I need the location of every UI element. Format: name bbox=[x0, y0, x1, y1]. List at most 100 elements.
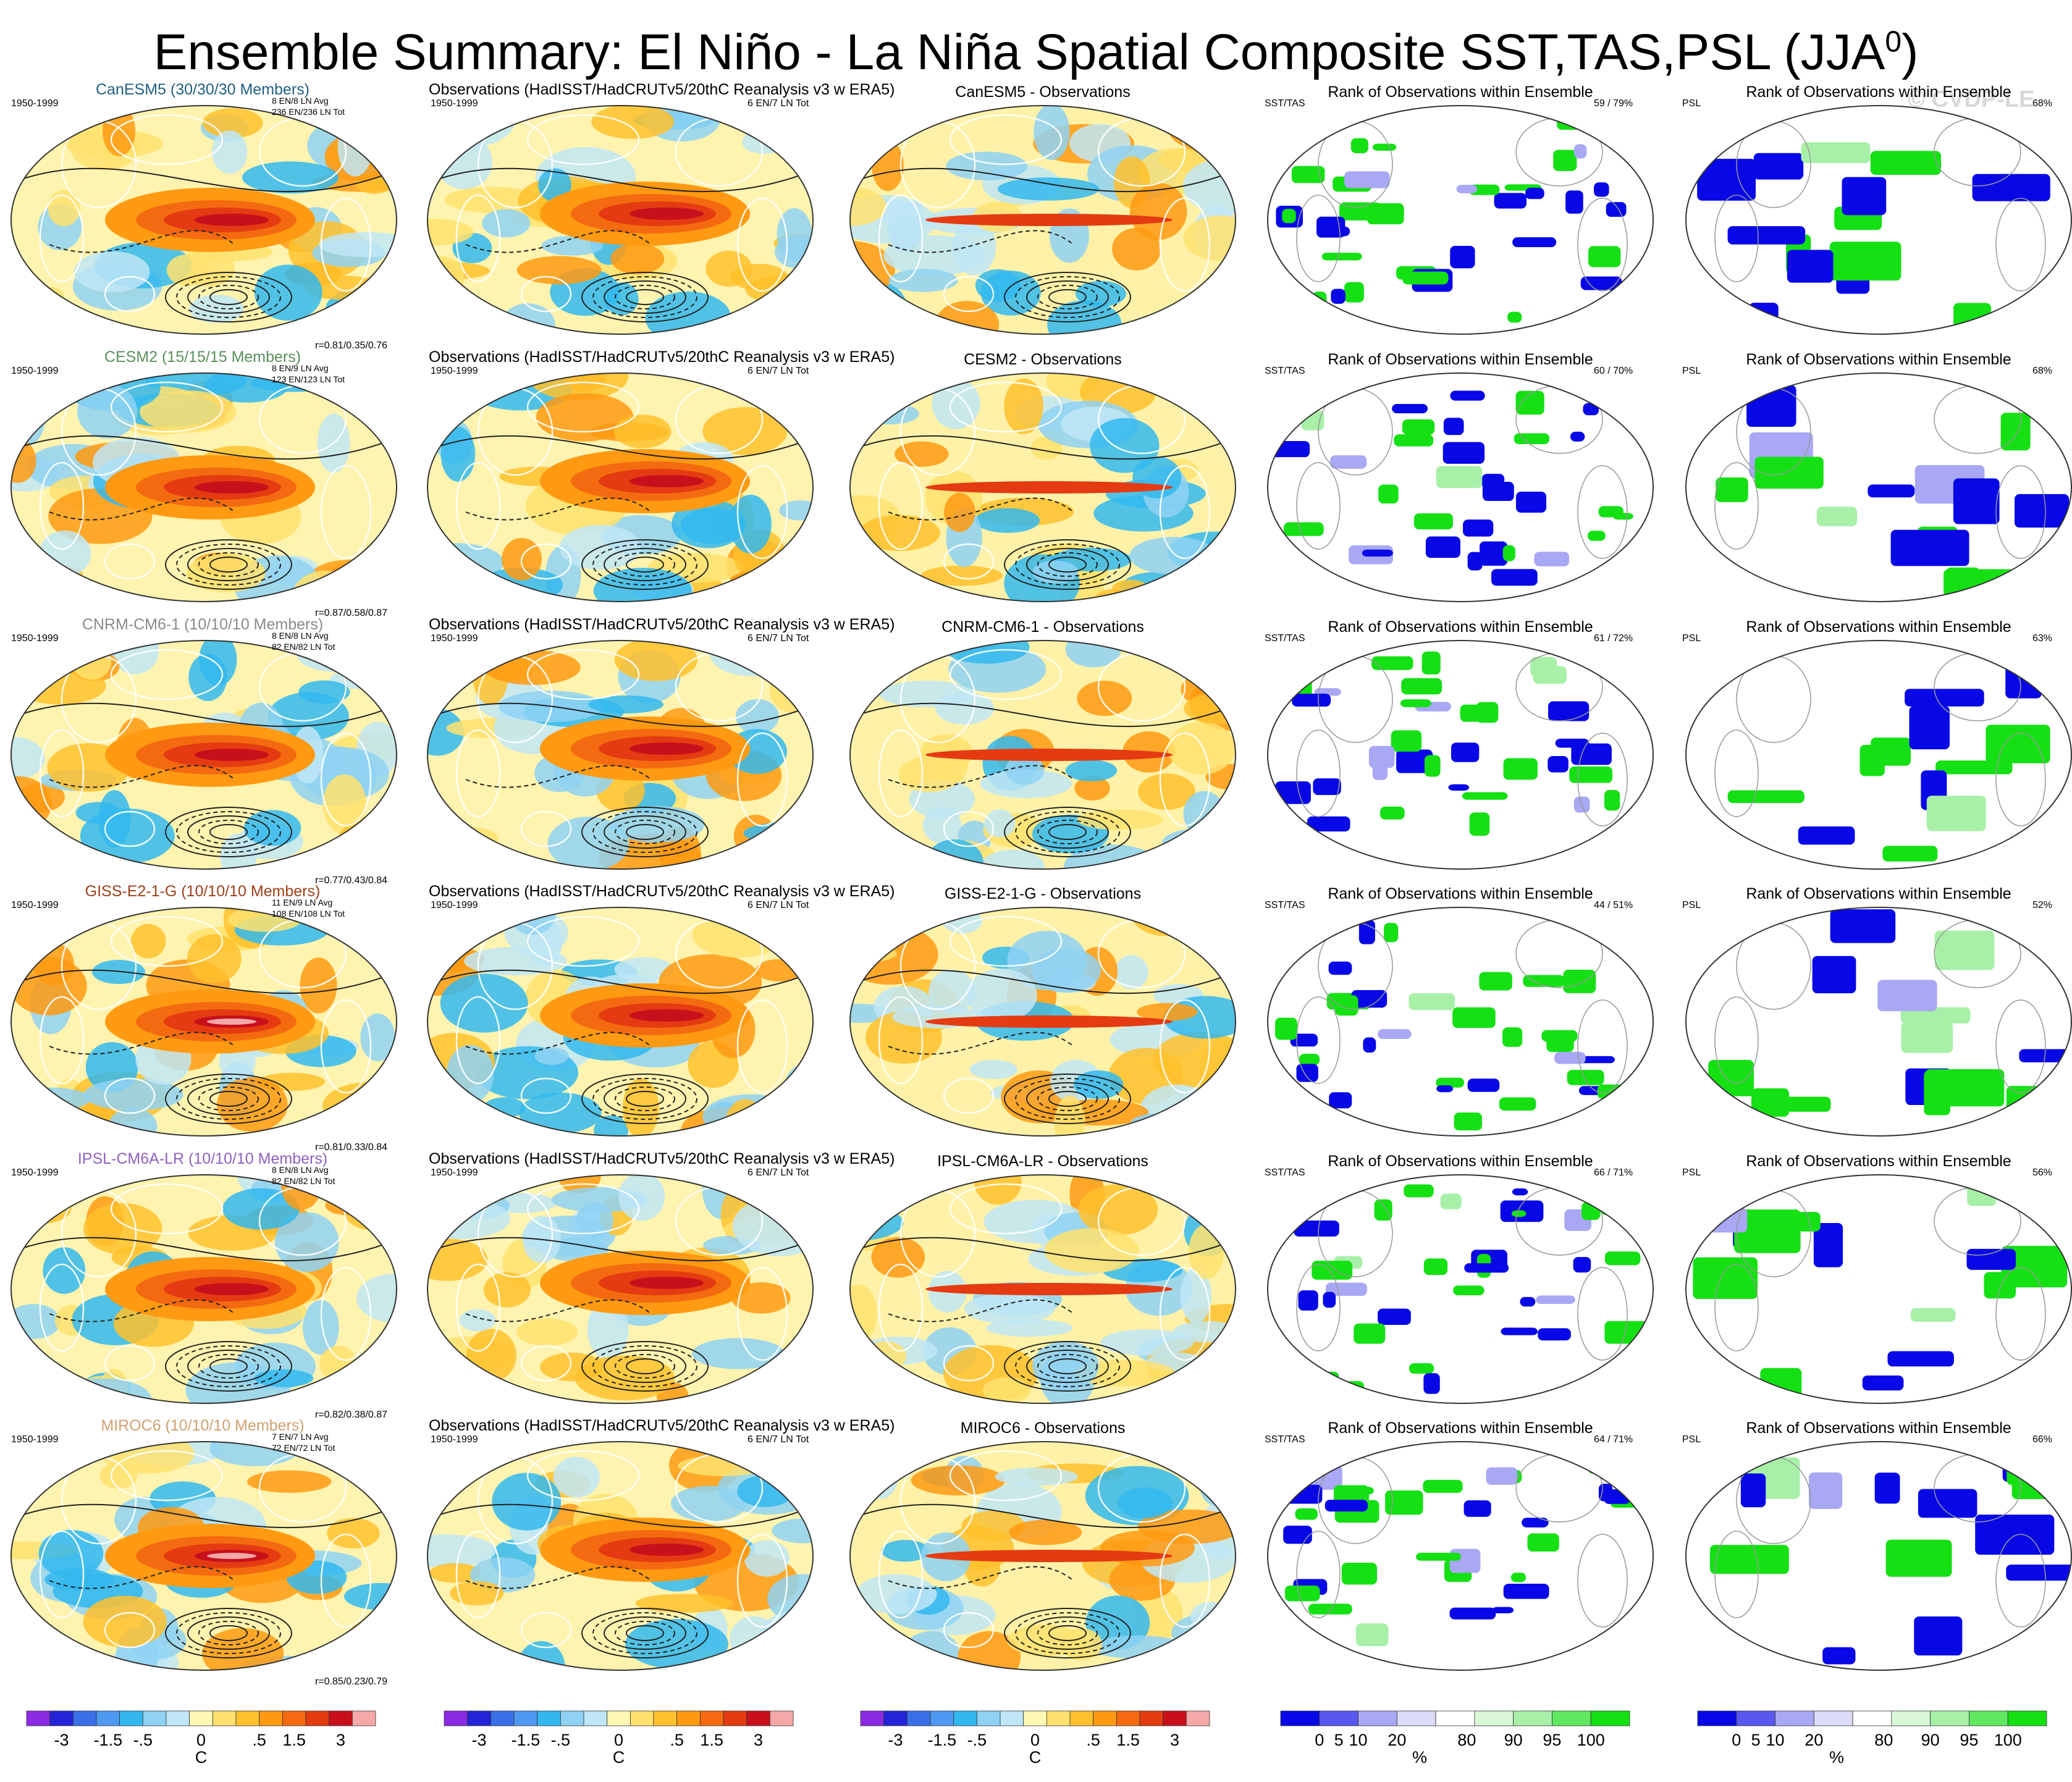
ensemble-total-count: 82 EN/82 LN Tot bbox=[272, 1176, 335, 1186]
model-title: IPSL-CM6A-LR (10/10/10 Members) bbox=[77, 1150, 328, 1167]
obs-title: Observations (HadISST/HadCRUTv5/20thC Re… bbox=[429, 1417, 895, 1434]
period-label: 1950-1999 bbox=[11, 98, 59, 109]
rank-colorbar-tick: 0 bbox=[1732, 1731, 1741, 1749]
sst-colorbar-tick: 3 bbox=[335, 1731, 346, 1749]
map-field bbox=[850, 106, 1236, 334]
rank-colorbar-swatch bbox=[1358, 1710, 1397, 1726]
map-field bbox=[11, 373, 397, 602]
sst-colorbar-swatch bbox=[49, 1710, 74, 1726]
rank-psl-title: Rank of Observations within Ensemble bbox=[1746, 885, 2011, 902]
map-field bbox=[850, 1442, 1236, 1670]
map-outline bbox=[1685, 372, 2072, 602]
rank-colorbar-tick: 100 bbox=[1577, 1731, 1605, 1749]
ensemble-avg-count: 11 EN/9 LN Avg bbox=[272, 897, 333, 907]
rank-colorbar-tick: 90 bbox=[1504, 1731, 1523, 1749]
map-outline bbox=[11, 640, 397, 870]
sst-colorbar-tick: -1.5 bbox=[511, 1731, 541, 1749]
rank-colorbar-swatch bbox=[1852, 1710, 1892, 1726]
sst-colorbar-swatch bbox=[630, 1710, 654, 1726]
period-label: 1950-1999 bbox=[431, 633, 478, 644]
sst-colorbar-swatch bbox=[607, 1710, 631, 1726]
map-field bbox=[427, 1175, 813, 1403]
obs-title: Observations (HadISST/HadCRUTv5/20thC Re… bbox=[429, 81, 895, 98]
map-outline bbox=[11, 1441, 397, 1671]
rank-psl-value: 56% bbox=[2032, 1167, 2053, 1178]
sst-colorbar-swatch bbox=[1000, 1710, 1024, 1726]
rank-field bbox=[1686, 641, 2071, 869]
sst-colorbar-swatch bbox=[883, 1710, 908, 1726]
sst-colorbar-tick: 0 bbox=[613, 1731, 624, 1749]
rank-colorbar-swatch bbox=[1435, 1710, 1475, 1726]
sst-colorbar-tick: 1.5 bbox=[282, 1731, 306, 1749]
map-field bbox=[11, 1442, 397, 1670]
rank-psl-label: PSL bbox=[1682, 1167, 1701, 1178]
rank-colorbar-swatch bbox=[1552, 1710, 1591, 1726]
rank-colorbar-tick: 95 bbox=[1543, 1731, 1562, 1749]
sst-colorbar-swatch bbox=[583, 1710, 608, 1726]
map-outline bbox=[849, 105, 1236, 335]
map-outline bbox=[427, 1174, 814, 1404]
sst-colorbar-swatch bbox=[96, 1710, 120, 1726]
map-outline bbox=[1267, 105, 1654, 335]
sst-colorbar-swatch bbox=[1163, 1710, 1187, 1726]
sst-colorbar-tick: 1.5 bbox=[1116, 1731, 1140, 1749]
rank-colorbar-swatch bbox=[1736, 1710, 1775, 1726]
model-title: CNRM-CM6-1 (10/10/10 Members) bbox=[82, 616, 324, 633]
ensemble-avg-count: 8 EN/9 LN Avg bbox=[272, 363, 329, 373]
map-field bbox=[427, 373, 813, 602]
sst-colorbar-unit: C bbox=[612, 1748, 625, 1767]
rank-psl-label: PSL bbox=[1682, 366, 1701, 376]
map-outline bbox=[1685, 1441, 2072, 1671]
rank-field bbox=[1686, 373, 2071, 602]
rank-field bbox=[1686, 1442, 2071, 1670]
map-outline bbox=[1685, 640, 2072, 870]
map-field bbox=[427, 907, 813, 1136]
map-outline bbox=[1685, 1174, 2072, 1404]
rank-psl-title: Rank of Observations within Ensemble bbox=[1746, 1153, 2011, 1170]
rank-colorbar-unit: % bbox=[1829, 1748, 1844, 1767]
map-outline bbox=[1267, 1441, 1654, 1671]
sst-colorbar-tick: 0 bbox=[196, 1731, 206, 1749]
obs-title: Observations (HadISST/HadCRUTv5/20thC Re… bbox=[429, 1150, 895, 1167]
rank-colorbar-swatch bbox=[1280, 1710, 1320, 1726]
rank-sst-label: SST/TAS bbox=[1265, 900, 1305, 910]
ensemble-avg-count: 8 EN/8 LN Avg bbox=[272, 1165, 329, 1175]
pattern-correlation: r=0.77/0.43/0.84 bbox=[315, 875, 387, 886]
sst-colorbar-swatch bbox=[769, 1710, 794, 1726]
map-outline bbox=[11, 907, 397, 1137]
map-field bbox=[427, 1442, 813, 1670]
map-outline bbox=[11, 1174, 397, 1404]
rank-psl-title: Rank of Observations within Ensemble bbox=[1746, 1419, 2011, 1437]
obs-counts: 6 EN/7 LN Tot bbox=[748, 900, 809, 910]
map-field bbox=[850, 641, 1236, 869]
difference-title: GISS-E2-1-G - Observations bbox=[944, 885, 1142, 902]
map-outline bbox=[11, 105, 397, 335]
rank-sst-value: 44 / 51% bbox=[1594, 900, 1633, 910]
map-field bbox=[11, 1175, 397, 1403]
rank-colorbar-swatch bbox=[1513, 1710, 1552, 1726]
rank-colorbar-swatch bbox=[1590, 1710, 1630, 1726]
map-outline bbox=[1685, 105, 2072, 335]
rank-psl-title: Rank of Observations within Ensemble bbox=[1746, 83, 2011, 101]
rank-psl-title: Rank of Observations within Ensemble bbox=[1746, 618, 2011, 636]
map-outline bbox=[849, 907, 1236, 1137]
map-outline bbox=[427, 640, 814, 870]
rank-colorbar-swatch bbox=[1697, 1710, 1737, 1726]
sst-colorbar-tick: -1.5 bbox=[93, 1731, 123, 1749]
pattern-correlation: r=0.81/0.35/0.76 bbox=[315, 340, 387, 351]
rank-sst-value: 64 / 71% bbox=[1594, 1434, 1633, 1445]
sst-colorbar-tick: -.5 bbox=[550, 1731, 571, 1749]
sst-colorbar-swatch bbox=[860, 1710, 885, 1726]
difference-title: CNRM-CM6-1 - Observations bbox=[941, 618, 1144, 636]
rank-field bbox=[1686, 1175, 2071, 1403]
sst-colorbar-unit: C bbox=[195, 1748, 208, 1767]
map-field bbox=[850, 907, 1236, 1136]
rank-colorbar-tick: 5 bbox=[1751, 1731, 1761, 1749]
ensemble-avg-count: 8 EN/8 LN Avg bbox=[272, 631, 329, 641]
sst-colorbar-swatch bbox=[699, 1710, 724, 1726]
pattern-correlation: r=0.87/0.58/0.87 bbox=[315, 608, 387, 618]
sst-colorbar-swatch bbox=[1046, 1710, 1071, 1726]
sst-colorbar-swatch bbox=[930, 1710, 954, 1726]
sst-colorbar-tick: 3 bbox=[1169, 1731, 1180, 1749]
period-label: 1950-1999 bbox=[431, 98, 478, 109]
